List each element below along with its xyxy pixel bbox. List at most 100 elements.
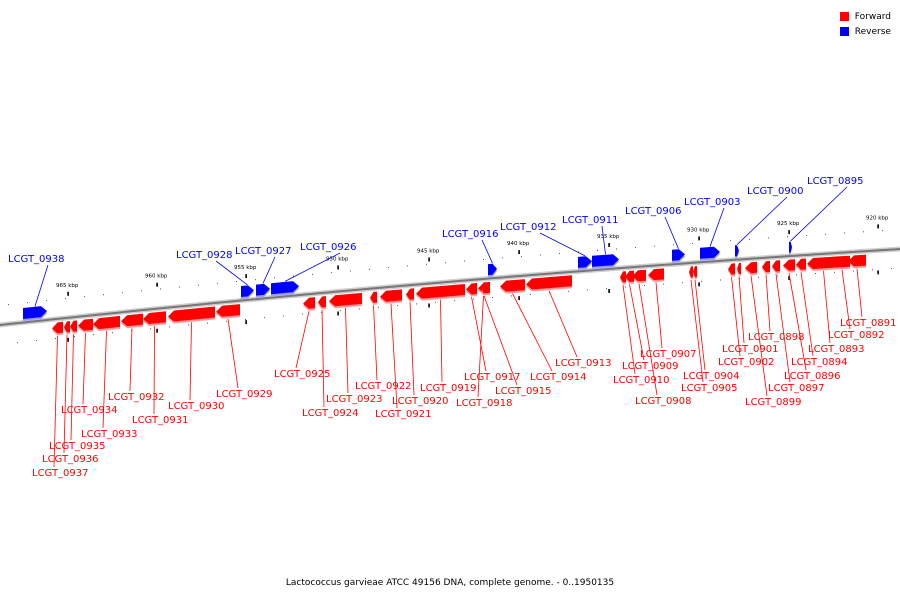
minor-tick: [844, 232, 845, 234]
minor-tick: [768, 237, 769, 239]
minor-tick: [122, 292, 123, 294]
gene-arrow: [592, 254, 619, 267]
gene-label-lcgt-0925: LCGT_0925: [274, 369, 331, 380]
gene-arrow: [648, 268, 664, 281]
leader-line: [440, 299, 443, 383]
minor-tick: [207, 322, 208, 324]
gene-arrow: [693, 266, 697, 278]
minor-tick: [587, 289, 588, 291]
tick-layer: 965 kbp 960 kbp 955 kbp 950 kbp 945 kbp 940 k…: [8, 215, 892, 344]
gene-lcgt-0907: [648, 268, 664, 283]
gene-arrow: [807, 256, 840, 269]
minor-tick: [872, 269, 873, 271]
minor-tick: [806, 235, 807, 236]
gene-label-lcgt-0906: LCGT_0906: [625, 206, 682, 217]
minor-tick: [36, 340, 37, 342]
gene-lcgt-0930: [168, 306, 215, 324]
minor-tick: [359, 308, 360, 310]
leader-line: [102, 330, 107, 429]
leader-line: [856, 268, 863, 318]
minor-tick: [644, 285, 645, 286]
minor-tick: [378, 306, 379, 308]
leader-line: [215, 260, 248, 286]
gene-arrow: [625, 270, 634, 282]
gene-label-lcgt-0905: LCGT_0905: [681, 383, 738, 394]
gene-lcgt-0895: [789, 241, 792, 255]
minor-tick: [65, 298, 66, 300]
gene-arrow: [406, 288, 414, 300]
minor-tick: [217, 282, 218, 284]
major-tick: [608, 243, 610, 247]
gene-label-lcgt-0922: LCGT_0922: [355, 381, 412, 392]
major-tick: [337, 311, 339, 316]
leader-line: [690, 279, 704, 383]
gene-arrow: [416, 284, 465, 299]
minor-tick: [369, 268, 370, 270]
minor-tick: [93, 334, 94, 336]
minor-tick: [169, 326, 170, 328]
leader-line: [736, 196, 788, 245]
gene-label-lcgt-0930: LCGT_0930: [168, 401, 225, 412]
minor-tick: [749, 238, 750, 240]
minor-tick: [483, 259, 484, 260]
major-tick: [245, 274, 247, 279]
minor-tick: [511, 295, 512, 297]
gene-lcgt-0906: [672, 249, 685, 263]
minor-tick: [796, 274, 797, 276]
minor-tick: [882, 230, 883, 232]
gene-lcgt-0932: [121, 313, 143, 329]
gene-lcgt-0891: [848, 254, 866, 269]
tick-label: 965 kbp: [56, 283, 79, 289]
gene-label-lcgt-0894: LCGT_0894: [791, 357, 848, 368]
leader-line: [655, 282, 663, 349]
minor-tick: [568, 290, 569, 292]
leader-line: [750, 275, 768, 397]
gene-lcgt-0928: [241, 285, 254, 299]
minor-tick: [654, 245, 655, 247]
gene-arrow: [318, 296, 326, 308]
gene-label-lcgt-0891: LCGT_0891: [840, 318, 897, 329]
leader-line: [638, 283, 658, 396]
leader-line: [513, 294, 531, 380]
gene-lcgt-0894: [796, 258, 806, 272]
leader-line: [622, 284, 636, 375]
tick-label: 950 kbp: [326, 257, 349, 263]
gene-arrow: [620, 271, 626, 283]
minor-tick: [84, 296, 85, 298]
major-tick: [428, 257, 430, 262]
gene-arrow: [303, 297, 315, 309]
minor-tick: [188, 324, 189, 326]
leader-line: [321, 309, 325, 408]
gene-arrow: [848, 254, 866, 267]
gene-lcgt-0929: [216, 304, 240, 319]
tick-label: 945 kbp: [417, 249, 440, 255]
gene-label-lcgt-0908: LCGT_0908: [635, 396, 692, 407]
gene-lcgt-0910: [620, 271, 626, 285]
minor-tick: [730, 240, 731, 242]
minor-tick: [435, 301, 436, 303]
gene-label-lcgt-0932: LCGT_0932: [108, 392, 165, 403]
minor-tick: [293, 275, 294, 277]
leader-line: [791, 272, 801, 365]
minor-tick: [131, 330, 132, 332]
minor-tick: [112, 332, 113, 334]
gene-arrow: [370, 291, 377, 303]
minor-tick: [549, 292, 550, 294]
leader-line: [512, 293, 553, 372]
minor-tick: [673, 244, 674, 246]
major-tick: [67, 337, 69, 342]
gene-label-lcgt-0904: LCGT_0904: [683, 371, 740, 382]
minor-tick: [302, 313, 303, 315]
leader-line: [153, 325, 155, 415]
gene-label-lcgt-0912: LCGT_0912: [500, 222, 557, 233]
backbone-line: [0, 248, 900, 327]
gene-label-lcgt-0927: LCGT_0927: [235, 246, 292, 257]
minor-tick: [777, 275, 778, 277]
legend-swatch-forward: [839, 12, 849, 21]
gene-arrow: [78, 318, 93, 331]
leader-line: [227, 318, 239, 389]
minor-tick: [578, 251, 579, 253]
minor-tick: [17, 342, 18, 344]
gene-label-lcgt-0915: LCGT_0915: [495, 386, 552, 397]
gene-lcgt-0933: [93, 315, 120, 332]
